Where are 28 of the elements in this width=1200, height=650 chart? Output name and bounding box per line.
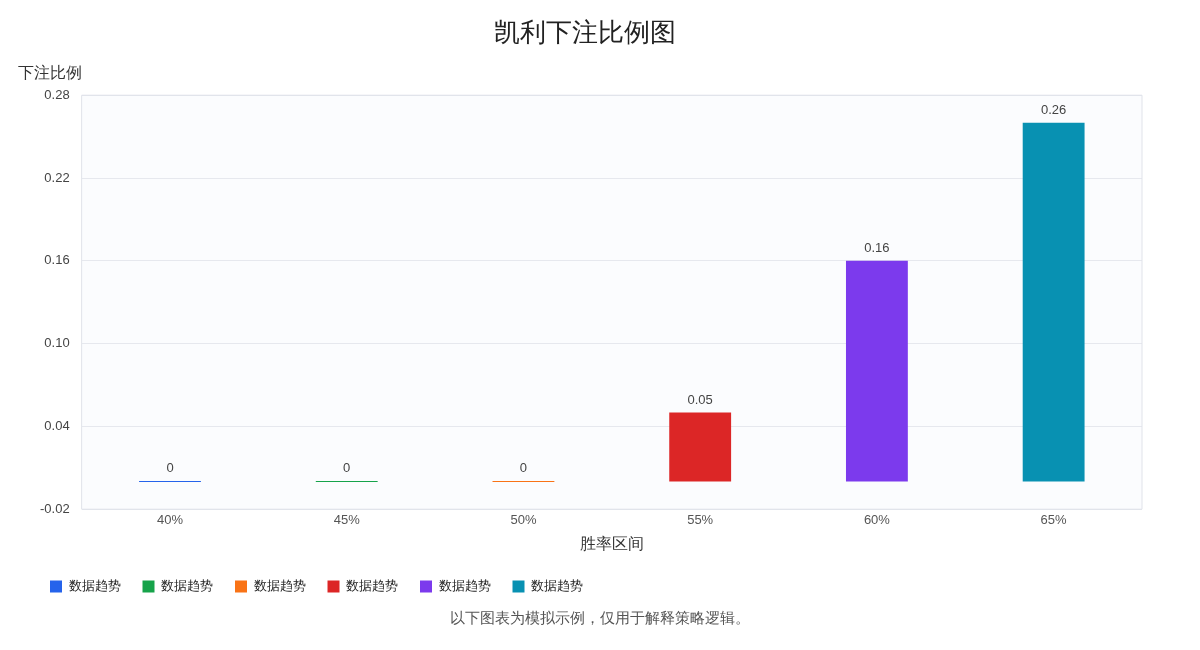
legend-label: 数据趋势 (346, 578, 398, 594)
y-tick-label: -0.02 (39, 500, 70, 516)
y-tick-label: 0.28 (44, 86, 70, 102)
data-label: 0.05 (687, 391, 713, 407)
text: 以下图表为模拟示例，仅用于解释策略逻辑。 (449, 609, 751, 628)
data-label: 0 (166, 460, 174, 476)
legend-label: 数据趋势 (438, 578, 491, 594)
chart-title: 凯利下注比例图 (494, 16, 676, 47)
x-axis-title: 胜率区间 (579, 534, 644, 552)
y-axis-title: 下注比例 (18, 63, 82, 81)
y-tick-label: 0.04 (44, 417, 70, 433)
legend-label: 数据趋势 (253, 578, 306, 594)
x-tick-label: 45% (333, 511, 361, 527)
y-tick-label: 0.16 (44, 252, 70, 268)
x-tick-label: 60% (863, 511, 891, 527)
y-tick-label: 0.22 (44, 169, 70, 185)
data-label: 0 (519, 460, 528, 476)
data-label: 0.16 (864, 239, 890, 255)
y-tick-label: 0.10 (44, 335, 70, 351)
legend-label: 数据趋势 (68, 578, 121, 594)
x-tick-label: 50% (510, 511, 537, 527)
x-tick-label: 40% (156, 511, 184, 527)
x-tick-label: 65% (1040, 511, 1068, 527)
x-tick-label: 55% (687, 511, 714, 527)
data-label: 0.26 (1040, 101, 1067, 117)
legend-label: 数据趋势 (531, 578, 583, 594)
data-label: 0 (343, 460, 351, 476)
legend-label: 数据趋势 (161, 578, 213, 594)
